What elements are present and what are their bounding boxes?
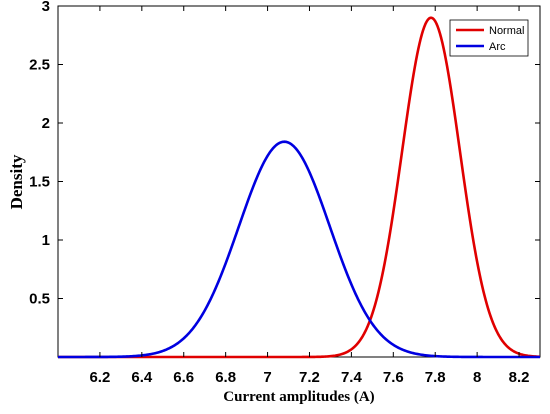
legend-label-arc: Arc [489, 41, 506, 53]
x-tick-label: 6.2 [89, 369, 110, 386]
series-curves [57, 16, 541, 359]
y-tick-label: 3 [42, 0, 50, 15]
x-tick-label: 7.2 [299, 369, 320, 386]
series-line-arc [57, 140, 541, 359]
y-tick-label: 1.5 [29, 174, 50, 191]
y-axis-ticks: 0.5 1 1.5 2 2.5 3 [29, 0, 540, 308]
y-axis-title: Density [7, 154, 26, 209]
y-tick-label: 0.5 [29, 291, 50, 308]
plot-area [57, 5, 541, 358]
x-tick-label: 6.8 [215, 369, 236, 386]
x-axis-title: Current amplitudes (A) [223, 389, 374, 405]
legend-label-normal: Normal [489, 25, 524, 37]
x-tick-label: 6.4 [131, 369, 153, 386]
x-tick-label: 6.6 [173, 369, 194, 386]
x-tick-label: 7.8 [425, 369, 446, 386]
y-tick-label: 1 [42, 232, 50, 249]
y-tick-label: 2 [42, 115, 50, 132]
legend-box [449, 19, 529, 57]
x-tick-label: 8.2 [509, 369, 530, 386]
x-tick-label: 7.4 [341, 369, 363, 386]
x-axis-ticks: 6.2 6.4 6.6 6.8 7 7.2 7.4 7.6 7.8 8 8.2 [89, 6, 529, 386]
legend: Normal Arc [449, 19, 529, 57]
x-tick-label: 7.6 [383, 369, 404, 386]
x-tick-label: 7 [263, 369, 271, 386]
x-tick-label: 8 [473, 369, 481, 386]
y-tick-label: 2.5 [29, 57, 50, 74]
